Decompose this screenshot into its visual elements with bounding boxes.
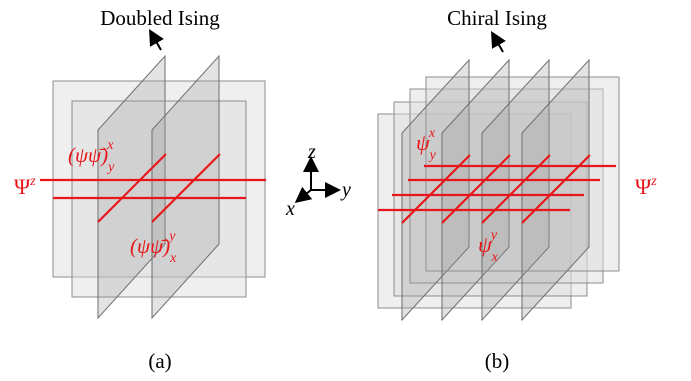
panel-doubled-ising: Doubled Ising Ψz (ψψ̄)yx (ψψ̄)xy (a) — [14, 6, 266, 373]
panel-a-lower-label: (ψψ̄)xy — [130, 229, 177, 266]
panel-a-upper-label: (ψψ̄)yx — [68, 138, 115, 175]
panel-b-diagonal-2 — [441, 154, 511, 224]
panel-a-normal-arrow-icon — [149, 29, 164, 51]
x-axis-arrow-icon — [294, 186, 313, 203]
panel-a-caption: (a) — [148, 349, 171, 373]
panel-b-title: Chiral Ising — [447, 6, 547, 30]
panel-chiral-ising: Chiral Ising ψyx ψxy Ψz (b) — [377, 6, 657, 373]
panel-b-caption: (b) — [485, 349, 510, 373]
z-axis-label: z — [307, 141, 316, 163]
coordinate-axes: z y x — [285, 141, 351, 220]
panel-b-normal-arrow-icon — [491, 31, 506, 53]
panel-b-psi-z-label: Ψz — [635, 174, 657, 199]
panel-a-diagonal-left — [97, 153, 167, 223]
panel-b-upper-label: ψyx — [416, 126, 437, 163]
panel-a-diagonal-right — [151, 153, 221, 223]
y-axis-label: y — [340, 179, 351, 201]
x-axis-label: x — [285, 198, 295, 220]
panel-a-psi-z-label: Ψz — [14, 174, 36, 199]
panel-b-lower-label: ψxy — [478, 228, 499, 265]
panel-b-diagonal-3 — [481, 154, 551, 224]
panel-b-diagonal-1 — [401, 154, 471, 224]
panel-a-title: Doubled Ising — [100, 6, 220, 30]
panel-b-diagonal-4 — [521, 154, 591, 224]
